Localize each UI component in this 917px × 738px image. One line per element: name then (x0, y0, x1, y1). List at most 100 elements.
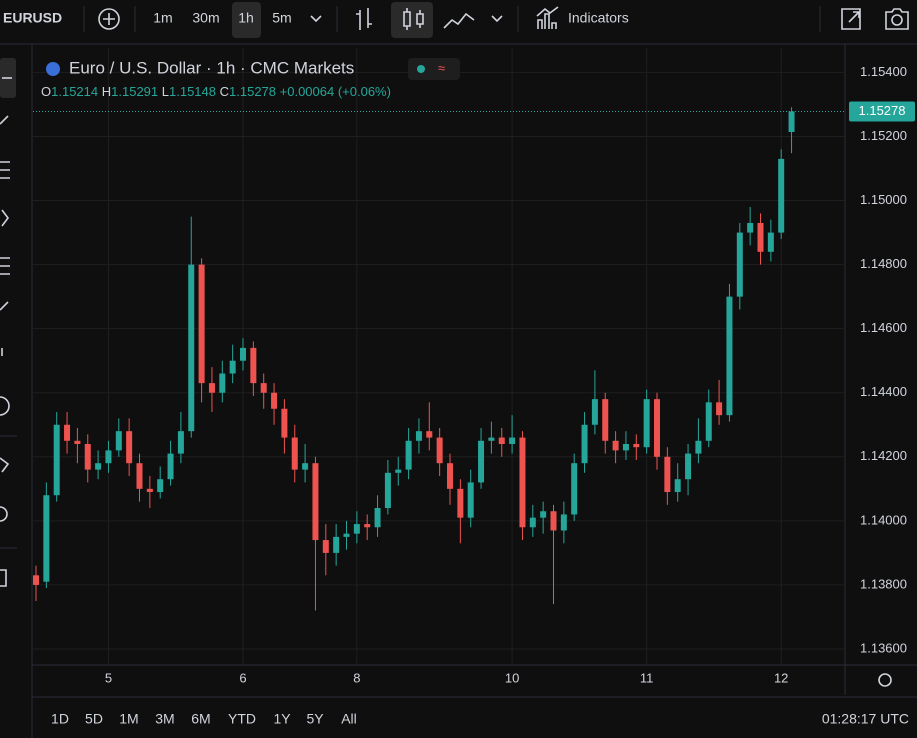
area-icon[interactable] (443, 12, 475, 29)
range-button[interactable]: 1Y (273, 711, 291, 727)
ohlc-label: L (162, 84, 169, 99)
ohlc-values: O1.15214 H1.15291 L1.15148 C1.15278 +0.0… (41, 84, 391, 99)
dropdown-icon[interactable] (310, 15, 322, 23)
add-symbol-icon[interactable] (98, 8, 120, 30)
interval[interactable]: 30m (192, 10, 219, 26)
candle-body (757, 222, 764, 252)
lock-tool[interactable] (0, 569, 7, 587)
y-tick-label: 1.14000 (860, 512, 907, 527)
candle-body (685, 453, 692, 480)
pattern-tool[interactable] (1, 209, 9, 227)
candle-body (788, 111, 795, 132)
forecast-tool[interactable] (0, 257, 10, 275)
candle-body (747, 222, 754, 233)
ohlc-label: C (220, 84, 229, 99)
x-tick-label: 10 (505, 670, 519, 685)
candle-body (695, 440, 702, 454)
indicators-icon[interactable] (536, 6, 559, 29)
candle-body (560, 514, 567, 531)
candle-body (84, 443, 91, 470)
range-button[interactable]: 3M (155, 711, 174, 727)
candle-body (188, 264, 195, 432)
candle-body (271, 392, 278, 409)
status-badge (408, 58, 460, 80)
dropdown-icon[interactable] (491, 15, 503, 23)
candle-body (726, 296, 733, 416)
change: +0.00064 (+0.06%) (280, 84, 391, 99)
candle-body (157, 479, 164, 493)
market-status-dot (417, 65, 425, 73)
range-button[interactable]: 1D (51, 711, 69, 727)
y-tick-label: 1.15400 (860, 64, 907, 79)
candle-body (343, 533, 350, 537)
candle-body (177, 431, 184, 454)
range-button[interactable]: 5Y (306, 711, 324, 727)
candle-body (364, 524, 371, 528)
range-button[interactable]: 5D (85, 711, 103, 727)
clock: 01:28:17 UTC (822, 711, 909, 727)
y-tick-label: 1.15200 (860, 128, 907, 143)
brush-tool[interactable] (0, 301, 9, 311)
candle-body (64, 424, 71, 441)
ohlc-label: O (41, 84, 51, 99)
range-button[interactable]: 1M (119, 711, 138, 727)
candle-body (778, 158, 785, 233)
candle-body (115, 431, 122, 451)
candle-body (302, 463, 309, 470)
chart-title: Euro / U.S. Dollar · 1h · CMC Markets (69, 58, 354, 77)
candle-body (126, 431, 133, 464)
emoji-tool[interactable] (0, 396, 10, 416)
camera-icon[interactable] (885, 8, 909, 30)
candle-body (447, 463, 453, 489)
x-tick-label: 12 (774, 670, 788, 685)
candle-body (53, 424, 60, 496)
candle-body (240, 347, 246, 361)
symbol[interactable]: EURUSD (3, 10, 62, 26)
candle-body (654, 399, 660, 457)
ohlc-value: 1.15148 (169, 84, 216, 99)
candles (33, 107, 795, 611)
candle-body (322, 540, 329, 553)
candle-body (405, 440, 412, 470)
ohlc-label: H (102, 84, 111, 99)
y-tick-label: 1.14800 (860, 256, 907, 271)
popout-icon[interactable] (841, 8, 861, 30)
top-toolbar: EURUSD 1m 30m 1h 5m Indicators (3, 2, 909, 38)
candle-body (43, 495, 50, 582)
x-tick-label: 6 (239, 670, 246, 685)
candle-body (426, 431, 433, 438)
candle-body (529, 517, 536, 528)
ruler-tool[interactable] (0, 457, 10, 473)
indicators-button[interactable]: Indicators (568, 10, 629, 26)
fib-tool[interactable] (0, 161, 10, 179)
camera-lens (891, 14, 903, 26)
range-button[interactable]: YTD (228, 711, 256, 727)
y-tick-label: 1.14600 (860, 320, 907, 335)
candle-body (74, 440, 81, 444)
left-toolbar (0, 58, 17, 587)
range-button[interactable]: All (341, 711, 357, 727)
active-interval-bg (232, 2, 261, 38)
interval[interactable]: 1m (153, 10, 172, 26)
candle-body (333, 536, 340, 553)
candle-body (509, 437, 516, 444)
interval[interactable]: 1h (238, 10, 254, 26)
candle-body (229, 360, 236, 374)
bar-chart-icon[interactable] (356, 8, 372, 30)
candle-body (540, 511, 547, 518)
x-tick-label: 8 (353, 670, 360, 685)
last-price-box (849, 101, 915, 122)
candle-body (384, 472, 391, 509)
candle-body (488, 437, 495, 441)
candle-body (591, 399, 598, 425)
active-chart-type-bg (391, 2, 433, 38)
interval[interactable]: 5m (272, 10, 291, 26)
candle-icon[interactable] (403, 8, 424, 30)
candle-body (622, 443, 629, 451)
line-tool[interactable] (0, 115, 9, 125)
candle-body (260, 383, 267, 393)
zoom-tool[interactable] (0, 506, 8, 522)
range-button[interactable]: 6M (191, 711, 210, 727)
settings-icon[interactable] (878, 673, 892, 687)
